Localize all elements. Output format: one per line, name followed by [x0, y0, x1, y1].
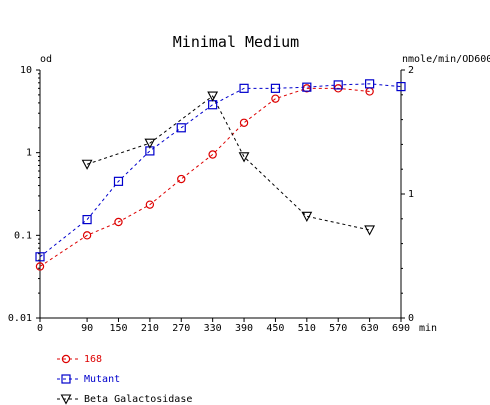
data-point — [176, 123, 186, 133]
data-point — [238, 152, 250, 163]
x-tick-label: 330 — [204, 323, 222, 334]
x-tick-label: 510 — [298, 323, 316, 334]
y-left-axis-label: od — [40, 54, 52, 65]
legend-marker — [61, 354, 71, 364]
x-tick-label: 630 — [361, 323, 379, 334]
y-left-tick-label: 0.1 — [14, 230, 32, 241]
y-right-tick-label: 2 — [408, 65, 414, 76]
data-point — [82, 214, 92, 225]
axes: 0 90 150 210 270 330 390 450 510 570 630 6901010.10… — [8, 65, 414, 334]
x-tick-label: 210 — [141, 323, 159, 334]
x-tick-label: 390 — [235, 323, 253, 334]
data-point — [396, 81, 406, 92]
data-point — [144, 138, 156, 149]
series-markers — [35, 79, 406, 271]
data-point — [365, 79, 375, 89]
x-axis-label: min — [419, 323, 437, 334]
data-point — [81, 159, 93, 170]
series-lines — [39, 83, 402, 267]
series-line-1 — [39, 83, 402, 258]
data-point — [35, 262, 45, 271]
data-point — [333, 80, 343, 90]
data-point — [302, 82, 312, 92]
data-point — [114, 217, 123, 227]
y-right-axis-label: nmole/min/OD600 — [402, 54, 490, 65]
data-point — [145, 200, 155, 209]
data-point — [207, 91, 219, 102]
x-tick-label: 570 — [329, 323, 347, 334]
x-tick-label: 690 — [392, 323, 410, 334]
data-point — [82, 231, 92, 240]
y-left-tick-label: 10 — [20, 65, 32, 76]
y-left-tick-label: 0.01 — [8, 313, 32, 324]
legend-marker — [61, 374, 71, 384]
series-line-2 — [86, 95, 370, 231]
x-tick-label: 450 — [266, 323, 284, 334]
chart-title: Minimal Medium — [173, 33, 299, 51]
data-point — [239, 83, 249, 93]
x-tick-label: 270 — [172, 323, 190, 334]
x-tick-label: 90 — [81, 323, 93, 334]
series-line-0 — [39, 87, 370, 267]
y-right-tick-label: 1 — [408, 189, 414, 200]
x-tick-label: 0 — [37, 323, 43, 334]
data-point — [271, 94, 280, 103]
data-point — [208, 150, 217, 159]
legend-entry-label: 168 — [84, 354, 102, 365]
data-point — [270, 83, 281, 93]
data-point — [364, 225, 376, 236]
legend-entry-label: Beta Galactosidase — [84, 394, 192, 405]
y-left-tick-label: 1 — [26, 148, 32, 159]
data-point — [301, 211, 313, 222]
legend-marker — [60, 394, 72, 405]
legend: 168 Mutant Beta Galactosidase — [57, 354, 192, 405]
y-right-tick-label: 0 — [408, 313, 414, 324]
legend-entry-label: Mutant — [84, 374, 120, 385]
data-point — [35, 252, 45, 262]
x-tick-label: 150 — [109, 323, 127, 334]
data-point — [113, 176, 124, 186]
data-point — [239, 118, 249, 127]
data-point — [177, 174, 186, 184]
